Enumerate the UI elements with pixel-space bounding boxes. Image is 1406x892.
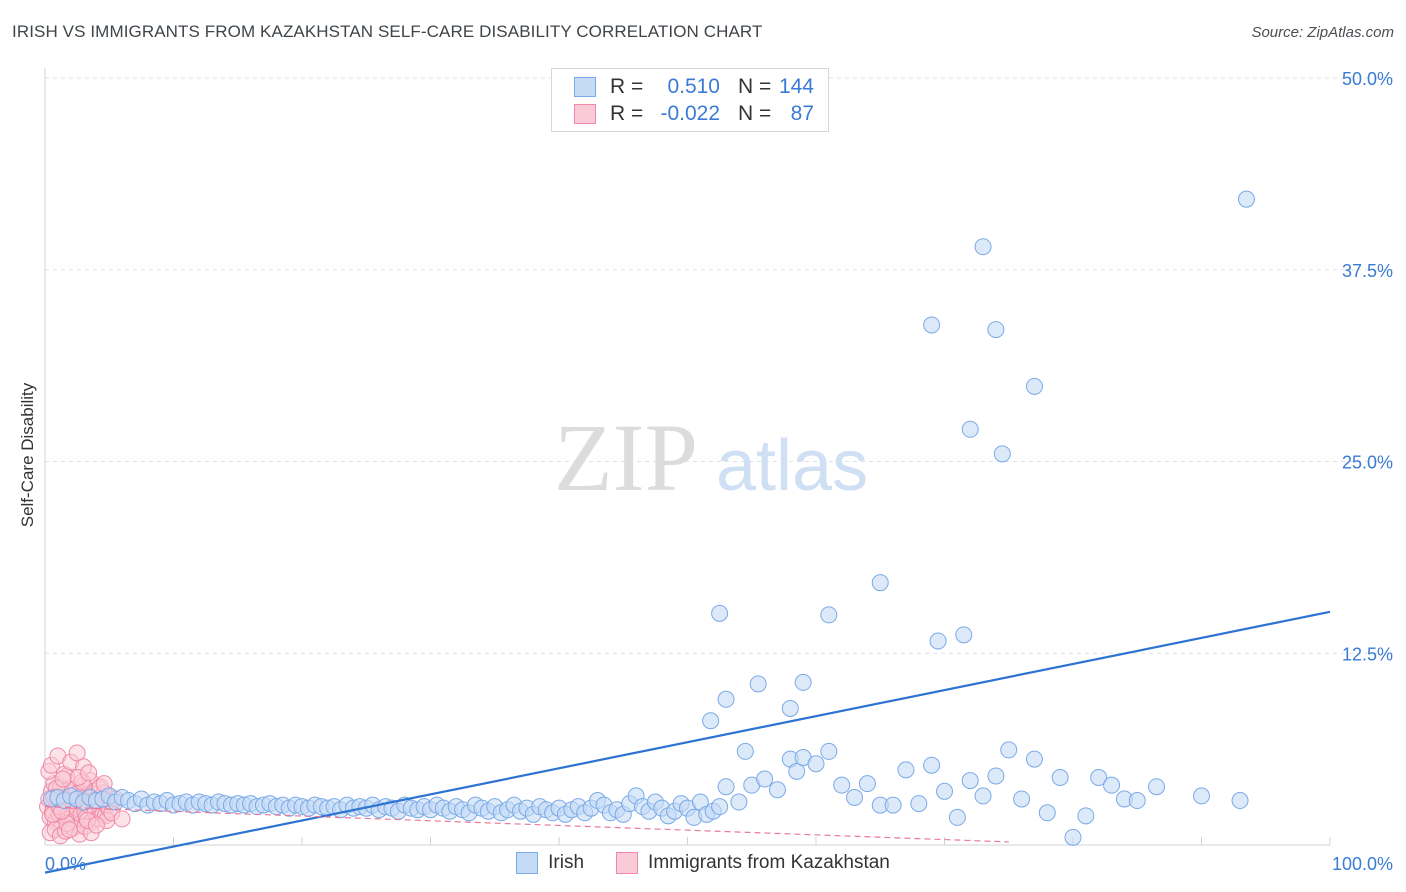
irish-point [1013, 790, 1031, 808]
irish-point [1103, 776, 1121, 794]
irish-point [711, 604, 729, 622]
irish-point [717, 690, 735, 708]
irish-point [702, 712, 720, 730]
x-tick-label: 0.0% [45, 854, 86, 874]
irish-point [1128, 792, 1146, 810]
kazakhstan-point [54, 770, 72, 788]
irish-point [749, 675, 767, 693]
chart-source: Source: ZipAtlas.com [1251, 24, 1394, 41]
r-label: R = [610, 75, 644, 98]
irish-point [781, 699, 799, 717]
irish-point [756, 770, 774, 788]
irish-point [794, 673, 812, 691]
kazakhstan-swatch [574, 104, 596, 124]
irish-point [1077, 807, 1095, 825]
r-label: R = [610, 102, 644, 125]
y-tick-label: 37.5% [1342, 261, 1393, 281]
irish-point [1231, 792, 1249, 810]
irish-legend-swatch [516, 852, 539, 874]
irish-point [807, 755, 825, 773]
irish-point [846, 788, 864, 806]
y-tick-label: 12.5% [1342, 644, 1393, 664]
irish-point [884, 796, 902, 814]
trend-lines [44, 610, 1331, 874]
legend-label-irish: Irish [548, 852, 585, 873]
kazakhstan-point [80, 764, 98, 782]
legend-label-kazakhstan: Immigrants from Kazakhstan [648, 852, 890, 873]
irish-point [936, 782, 953, 800]
irish-point [1148, 778, 1166, 796]
irish-point [730, 793, 748, 811]
kazakhstan-trend-line [44, 806, 1009, 843]
irish-points [42, 190, 1255, 846]
irish-point [961, 420, 979, 438]
n-label: N = [738, 75, 772, 98]
kazakhstan-point [87, 816, 105, 834]
kazakhstan-point [113, 810, 131, 828]
kazakhstan-legend-swatch [616, 852, 639, 874]
irish-point [1051, 769, 1069, 787]
tick-labels: 12.5% 25.0% 37.5% 50.0% 0.0% 100.0% [45, 69, 1393, 874]
irish-point [711, 798, 729, 816]
grid-lines [45, 77, 1395, 654]
irish-point [948, 808, 966, 826]
irish-point [871, 574, 889, 592]
irish-point [1193, 787, 1210, 805]
irish-point [717, 778, 735, 796]
irish-point [820, 606, 838, 624]
stats-row-irish: R = 0.510 N = 144 [574, 74, 814, 100]
irish-point [1237, 190, 1255, 208]
watermark-atlas: atlas [716, 426, 868, 506]
series-legend: Irish Immigrants from Kazakhstan [0, 852, 1406, 874]
irish-point [923, 756, 941, 774]
irish-point [1038, 804, 1056, 822]
irish-point [974, 238, 992, 256]
r-value: -0.022 [660, 102, 720, 125]
irish-swatch [574, 77, 596, 97]
stats-row-kazakhstan: R = -0.022 N = 87 [574, 101, 814, 127]
x-tick-label: 100.0% [1332, 854, 1393, 874]
irish-point [768, 781, 786, 799]
kazakhstan-point [68, 744, 86, 762]
y-tick-label: 50.0% [1342, 69, 1393, 89]
n-value: 144 [778, 75, 814, 98]
irish-point [1025, 377, 1043, 395]
irish-point [897, 761, 915, 779]
irish-trend-line [44, 610, 1331, 874]
n-label: N = [738, 102, 772, 125]
axes [44, 68, 1331, 846]
irish-point [987, 321, 1005, 339]
legend-item-kazakhstan: Immigrants from Kazakhstan [616, 852, 890, 874]
n-value: 87 [790, 102, 814, 125]
irish-point [788, 762, 806, 780]
irish-point [993, 445, 1011, 463]
irish-point [1090, 769, 1108, 787]
y-tick-label: 25.0% [1342, 453, 1393, 473]
stats-legend: R = 0.510 N = 144 R = -0.022 N = 87 [551, 68, 829, 132]
irish-point [858, 775, 876, 793]
kazakhstan-point [60, 821, 78, 839]
chart-title: IRISH VS IMMIGRANTS FROM KAZAKHSTAN SELF… [12, 22, 763, 41]
irish-point [974, 787, 992, 805]
irish-point [1064, 828, 1082, 846]
irish-point [961, 772, 979, 790]
irish-point [833, 776, 851, 794]
irish-point [736, 742, 754, 760]
irish-point [1000, 741, 1018, 759]
watermark: ZIP atlas [554, 404, 868, 511]
irish-point [1025, 750, 1043, 768]
legend-item-irish: Irish [516, 852, 584, 874]
y-axis-label: Self-Care Disability [18, 382, 37, 528]
watermark-zip: ZIP [554, 404, 698, 511]
irish-point [820, 742, 838, 760]
irish-point [987, 767, 1005, 785]
irish-point [910, 795, 928, 813]
irish-point [929, 632, 947, 650]
r-value: 0.510 [667, 75, 720, 98]
irish-point [955, 626, 973, 644]
irish-point [923, 316, 941, 334]
